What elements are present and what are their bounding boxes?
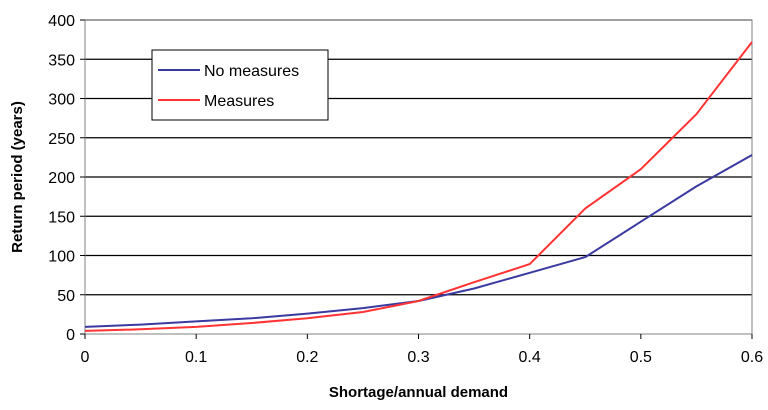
x-axis: 0 0.1 0.2 0.3 0.4 0.5 0.6: [81, 334, 763, 366]
x-tick-label: 0.4: [519, 349, 541, 366]
legend-label-measures: Measures: [204, 93, 274, 110]
y-tick-label: 150: [48, 209, 75, 226]
y-tick-label: 50: [57, 288, 75, 305]
legend: No measures Measures: [151, 49, 329, 121]
y-axis: 0 50 100 150 200 250 300 350 400: [48, 13, 85, 344]
x-axis-title: Shortage/annual demand: [329, 384, 508, 401]
y-tick-label: 300: [48, 92, 75, 109]
x-tick-label: 0: [81, 349, 90, 366]
y-axis-title: Return period (years): [9, 101, 26, 253]
x-tick-label: 0.1: [185, 349, 207, 366]
y-tick-label: 0: [66, 327, 75, 344]
x-tick-label: 0.3: [407, 349, 429, 366]
y-tick-label: 100: [48, 249, 75, 266]
legend-label-no-measures: No measures: [204, 63, 299, 80]
legend-box: [151, 49, 329, 121]
series-group: [84, 41, 753, 332]
x-tick-label: 0.6: [741, 349, 763, 366]
series-line-measures: [84, 41, 753, 332]
y-tick-label: 200: [48, 170, 75, 187]
y-tick-label: 250: [48, 131, 75, 148]
x-tick-label: 0.2: [296, 349, 318, 366]
y-tick-label: 350: [48, 52, 75, 69]
x-tick-label: 0.5: [630, 349, 652, 366]
y-tick-label: 400: [48, 13, 75, 30]
